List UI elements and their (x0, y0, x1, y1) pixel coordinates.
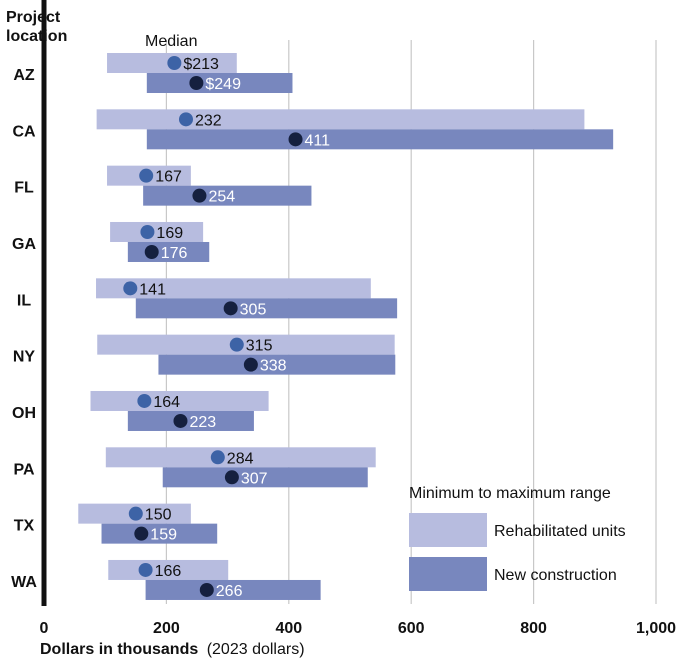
new-median-dot (189, 76, 204, 90)
rehab-median-dot (139, 168, 154, 183)
y-axis-title: Project location (6, 9, 67, 45)
new-median-dot (223, 301, 238, 316)
new-median-label: 338 (260, 358, 287, 375)
new-range-bar (162, 467, 368, 488)
rehab-median-dot (138, 562, 153, 577)
new-range-bar (127, 410, 254, 431)
y-axis-title-line2: location (6, 28, 67, 45)
x-tick-label: 1,000 (636, 620, 676, 637)
rehab-median-label: 166 (155, 563, 182, 580)
new-median-label: 307 (241, 470, 268, 487)
rehab-range-bar (96, 278, 371, 299)
rehab-range-bar (108, 559, 229, 580)
y-axis-title-line1: Project (6, 9, 61, 26)
new-median-label: 176 (161, 245, 188, 262)
new-range-bar (143, 185, 312, 206)
rehab-median-label: 150 (145, 507, 172, 524)
x-tick-label: 600 (398, 620, 425, 637)
rehab-range-bar (110, 221, 204, 242)
new-median-dot (144, 244, 159, 259)
new-median-label: 411 (305, 132, 331, 149)
rehab-range-bar (90, 390, 269, 411)
x-tick-label: 400 (275, 620, 302, 637)
rehab-median-dot (167, 56, 182, 70)
new-median-dot (134, 526, 149, 541)
rehab-median-label: 167 (155, 169, 182, 186)
category-label: AZ (13, 67, 35, 84)
new-median-dot (224, 470, 239, 485)
x-axis-title: Dollars in thousands (2023 dollars) (40, 641, 305, 658)
rehab-median-label: 232 (195, 112, 222, 129)
x-tick-label: 0 (40, 620, 49, 637)
x-tick-label: 800 (520, 620, 547, 637)
category-label: IL (17, 292, 31, 309)
legend-title: Minimum to maximum range (409, 485, 611, 502)
new-median-dot (199, 582, 214, 597)
rehab-median-dot (123, 281, 138, 296)
x-axis-title-rest: (2023 dollars) (207, 641, 305, 658)
legend-label-new: New construction (494, 567, 617, 584)
category-label: NY (13, 349, 36, 366)
new-median-label: 159 (150, 527, 177, 544)
rehab-median-label: 315 (246, 338, 273, 355)
rehab-median-dot (140, 224, 155, 239)
rehab-median-label: 164 (153, 394, 180, 411)
new-median-label: 305 (240, 301, 267, 318)
category-labels: AZ CA FL GA IL NY OH PA TX WA (11, 67, 37, 591)
legend-swatch-rehab (409, 513, 487, 547)
new-median-dot (243, 357, 258, 372)
new-median-dot (288, 132, 303, 147)
median-header: Median (145, 33, 197, 50)
rehab-median-dot (128, 506, 143, 521)
median-markers (123, 56, 303, 597)
category-label: PA (13, 461, 34, 478)
rehab-median-dot (137, 393, 152, 408)
rehab-median-label: $213 (183, 56, 219, 73)
rehab-median-dot (178, 112, 193, 127)
legend-label-rehab: Rehabilitated units (494, 523, 626, 540)
x-axis-title-bold: Dollars in thousands (40, 641, 198, 658)
new-median-label: $249 (205, 76, 241, 93)
new-range-bar (135, 298, 398, 319)
rehab-median-label: 169 (156, 225, 183, 242)
category-label: TX (14, 518, 35, 535)
new-median-dot (173, 413, 188, 428)
new-range-bar (145, 579, 321, 600)
x-tick-label: 200 (153, 620, 180, 637)
x-tick-labels: 0 200 400 600 800 1,000 (40, 620, 677, 637)
legend: Minimum to maximum range Rehabilitated u… (409, 485, 626, 591)
new-range-bar (101, 523, 218, 544)
rehab-range-bar (105, 447, 376, 468)
rehab-median-dot (210, 450, 225, 465)
new-median-label: 223 (189, 414, 216, 431)
rehab-range-bar (97, 334, 395, 355)
category-label: WA (11, 574, 37, 591)
new-median-label: 266 (216, 583, 243, 600)
new-median-label: 254 (208, 189, 235, 206)
category-label: OH (12, 405, 36, 422)
new-median-dot (192, 188, 207, 203)
rehab-range-bar (96, 109, 585, 130)
legend-swatch-new (409, 557, 487, 591)
median-value-labels: $213 $249 232 411 167 254 169 176 141 305 315 338 16… (139, 56, 330, 600)
rehab-median-label: 284 (227, 450, 254, 467)
category-label: FL (14, 180, 34, 197)
rehab-median-label: 141 (139, 281, 166, 298)
rehab-median-dot (229, 337, 244, 352)
new-range-bar (146, 73, 293, 93)
new-range-bar (158, 354, 396, 375)
category-label: CA (12, 123, 36, 140)
new-range-bar (146, 129, 614, 150)
category-label: GA (12, 236, 36, 253)
